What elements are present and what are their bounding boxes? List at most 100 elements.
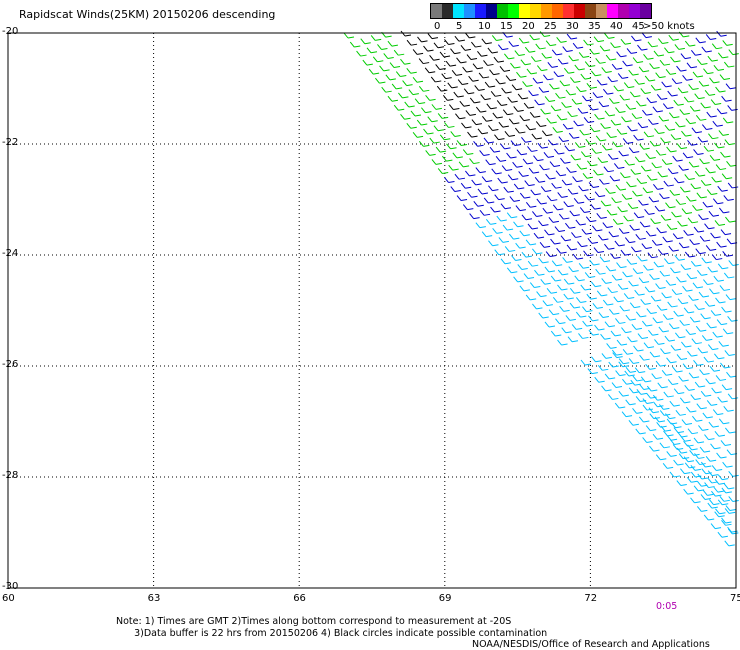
wind-barb (611, 382, 623, 389)
wind-barb (464, 32, 476, 39)
wind-barb (535, 43, 546, 50)
wind-barb (596, 290, 608, 297)
wind-barb (517, 93, 529, 100)
wind-barb (641, 243, 652, 249)
wind-barb (659, 442, 670, 449)
wind-barb (343, 32, 355, 39)
wind-barb (563, 293, 574, 300)
wind-barb (562, 46, 573, 53)
wind-barb (418, 141, 430, 147)
wind-barb (596, 79, 608, 86)
wind-barb (430, 76, 442, 83)
wind-barb (720, 362, 731, 369)
wind-barb (686, 273, 698, 280)
wind-barb (491, 168, 502, 175)
wind-barb (646, 308, 657, 315)
wind-barb (639, 221, 651, 228)
wind-barb (632, 375, 643, 382)
wind-barb (539, 31, 551, 37)
wind-barb (701, 124, 713, 130)
wind-barb (524, 180, 535, 187)
wind-barb (639, 354, 650, 361)
wind-barb (712, 331, 723, 338)
wind-barb (605, 188, 616, 194)
wind-barb (650, 218, 661, 225)
legend-color-bar (430, 3, 652, 19)
wind-barb (710, 443, 721, 450)
wind-barb (375, 77, 386, 84)
wind-barb (511, 255, 522, 261)
wind-barb (441, 73, 452, 80)
legend-swatch (574, 4, 585, 18)
wind-barb (459, 100, 470, 107)
wind-barb (659, 59, 671, 66)
wind-barb (632, 268, 644, 274)
wind-barb (534, 99, 545, 106)
wind-barb (722, 40, 733, 46)
wind-barb (704, 434, 715, 441)
wind-barb (668, 34, 679, 41)
wind-barb (615, 370, 626, 377)
wind-barb (707, 344, 719, 351)
wind-barb (485, 159, 496, 166)
wind-barb (656, 227, 667, 234)
legend-label: 40 (610, 21, 623, 32)
wind-barb (697, 347, 708, 354)
wind-barb (530, 189, 541, 196)
wind-barb (437, 168, 449, 174)
wind-barb (557, 58, 569, 65)
wind-barb (668, 323, 680, 330)
wind-barb (427, 116, 438, 123)
wind-barb (610, 330, 622, 337)
lon-tick-label: 72 (584, 593, 598, 604)
wind-barb (495, 156, 507, 162)
wind-barb (672, 233, 684, 240)
wind-barb (479, 209, 491, 216)
wind-barb (538, 312, 549, 319)
wind-barb (567, 111, 578, 118)
wind-barb (681, 419, 693, 425)
wind-barb (706, 322, 717, 329)
wind-barb (627, 125, 638, 132)
wind-barb (480, 94, 491, 101)
wind-barb (683, 229, 694, 236)
wind-barb (687, 217, 699, 224)
wind-barb (593, 247, 605, 254)
wind-barb (721, 487, 732, 494)
wind-barb (694, 381, 706, 388)
wind-barb (574, 142, 586, 148)
wind-barb (663, 258, 675, 265)
wind-barb (628, 358, 640, 364)
wind-barb (635, 233, 646, 240)
wind-barb (676, 354, 688, 360)
wind-barb (653, 184, 664, 190)
wind-barb (546, 287, 558, 294)
wind-barb (709, 155, 721, 161)
wind-barb (582, 172, 594, 179)
wind-barb (663, 430, 674, 437)
wind-barb (519, 285, 530, 292)
wind-barb (666, 451, 677, 457)
wind-barb (705, 245, 717, 251)
wind-barb (674, 254, 685, 261)
wind-barb (448, 164, 459, 171)
wind-barb (700, 102, 711, 109)
wind-barb (412, 49, 424, 55)
wind-barb (638, 416, 650, 423)
wind-barb (467, 131, 478, 138)
wind-barb (513, 106, 524, 112)
wind-barb (519, 192, 531, 199)
wind-barb (497, 44, 509, 51)
wind-barb (620, 249, 632, 256)
wind-barb (533, 155, 544, 162)
wind-barb (543, 152, 555, 158)
wind-barb (675, 121, 686, 128)
wind-barb (666, 357, 677, 364)
wind-barb (545, 40, 557, 47)
wind-barb (649, 140, 661, 147)
wind-barb (650, 84, 662, 91)
wind-barb (714, 511, 725, 518)
wind-barb (652, 433, 664, 440)
wind-barb (554, 148, 565, 155)
wind-barb (500, 143, 511, 150)
